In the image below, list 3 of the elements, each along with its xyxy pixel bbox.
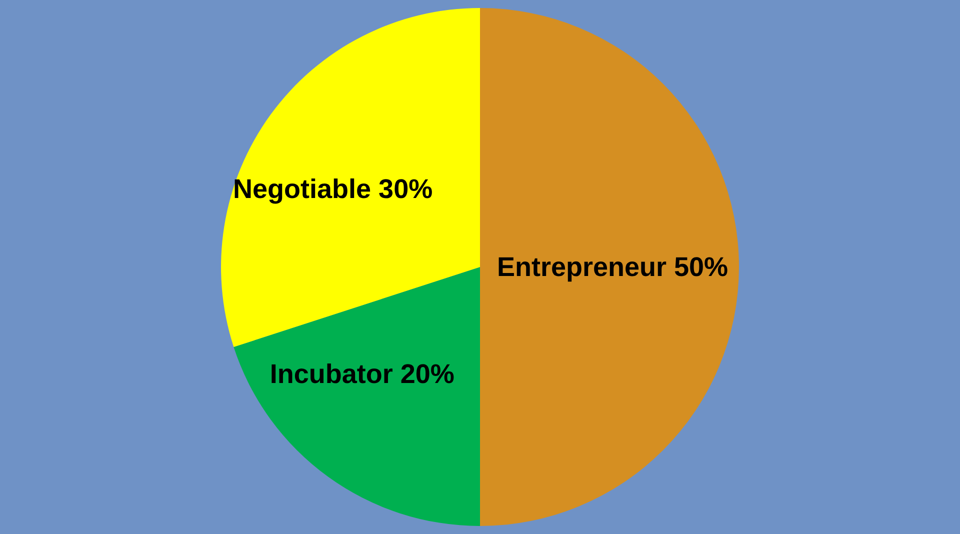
slice-label: Incubator 20% bbox=[270, 359, 454, 390]
slice-label: Negotiable 30% bbox=[233, 174, 433, 204]
slice-label: Entrepreneur 50% bbox=[496, 252, 728, 282]
